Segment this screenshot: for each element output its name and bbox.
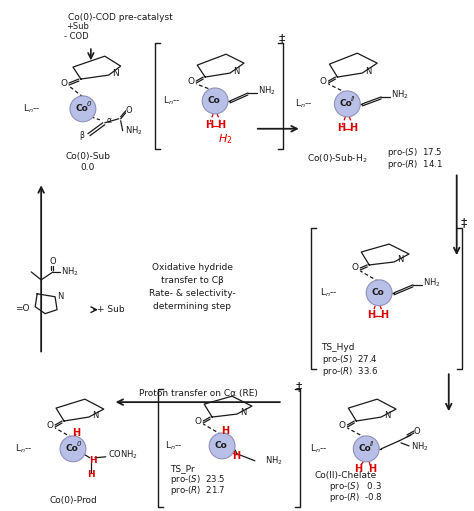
Text: α: α <box>106 117 111 125</box>
Text: H: H <box>89 456 97 466</box>
Text: O: O <box>414 428 420 436</box>
Text: Co: Co <box>75 104 88 113</box>
Text: pro-($R$)  -0.8: pro-($R$) -0.8 <box>329 491 383 504</box>
Text: O: O <box>61 79 67 87</box>
Text: 0: 0 <box>87 101 91 107</box>
Text: + Sub: + Sub <box>97 305 125 314</box>
Text: O: O <box>188 77 195 85</box>
Text: Co(0)-Sub-H$_2$: Co(0)-Sub-H$_2$ <box>307 152 367 165</box>
Text: H: H <box>380 310 388 320</box>
Text: O: O <box>320 77 327 85</box>
Circle shape <box>70 96 96 122</box>
Text: ‡: ‡ <box>461 216 467 229</box>
Text: L$_n$--: L$_n$-- <box>295 98 312 110</box>
Text: pro-($R$)  14.1: pro-($R$) 14.1 <box>387 158 443 171</box>
Text: Co(0)-COD pre-catalyst: Co(0)-COD pre-catalyst <box>68 13 173 22</box>
Circle shape <box>353 436 379 462</box>
Text: O: O <box>339 421 346 430</box>
Text: O: O <box>50 258 56 266</box>
Text: 0.0: 0.0 <box>81 163 95 172</box>
Text: H: H <box>349 123 357 133</box>
Text: pro-($R$)  21.7: pro-($R$) 21.7 <box>170 484 226 497</box>
Text: II: II <box>370 441 374 447</box>
Text: ‡: ‡ <box>296 380 302 393</box>
Text: L$_n$--: L$_n$-- <box>310 443 327 455</box>
Circle shape <box>335 91 360 117</box>
Text: H$_2$: H$_2$ <box>218 132 232 146</box>
Text: CONH$_2$: CONH$_2$ <box>108 449 138 461</box>
Circle shape <box>209 433 235 459</box>
Text: N: N <box>92 410 98 420</box>
Text: H: H <box>205 120 213 130</box>
Text: Oxidative hydride: Oxidative hydride <box>152 264 233 272</box>
Text: Co: Co <box>359 445 372 453</box>
Text: Co: Co <box>65 445 78 453</box>
Text: N: N <box>397 256 403 265</box>
Text: pro-($R$)  33.6: pro-($R$) 33.6 <box>321 365 378 378</box>
Text: Co(0)-Prod: Co(0)-Prod <box>49 496 97 505</box>
Text: Rate- & selectivity-: Rate- & selectivity- <box>149 289 236 298</box>
Text: L$_n$--: L$_n$-- <box>15 443 33 455</box>
Text: L$_n$--: L$_n$-- <box>165 439 183 452</box>
Text: transfer to Cβ: transfer to Cβ <box>161 276 224 285</box>
Text: O: O <box>352 264 359 272</box>
Text: Co: Co <box>208 97 220 105</box>
Text: Co: Co <box>372 288 384 297</box>
Text: pro-($S$)   0.3: pro-($S$) 0.3 <box>329 480 382 493</box>
Text: Proton transfer on Cα (RE): Proton transfer on Cα (RE) <box>139 389 258 398</box>
Text: H: H <box>367 310 375 320</box>
Text: NH$_2$: NH$_2$ <box>61 266 79 278</box>
Text: H: H <box>72 428 80 438</box>
Text: NH$_2$: NH$_2$ <box>423 276 440 289</box>
Text: N: N <box>233 66 239 76</box>
Circle shape <box>202 88 228 114</box>
Text: =O: =O <box>15 304 29 313</box>
Text: N: N <box>57 292 64 301</box>
Text: H: H <box>87 470 95 479</box>
Text: N: N <box>384 410 391 420</box>
Text: pro-($S$)  23.5: pro-($S$) 23.5 <box>170 473 226 486</box>
Text: NH$_2$: NH$_2$ <box>258 85 275 97</box>
Text: NH$_2$: NH$_2$ <box>265 455 283 467</box>
Text: N: N <box>365 66 372 76</box>
Text: pro-($S$)  17.5: pro-($S$) 17.5 <box>387 146 443 159</box>
Text: O: O <box>46 421 54 430</box>
Text: H: H <box>221 426 229 436</box>
Text: N: N <box>112 68 118 78</box>
Circle shape <box>366 280 392 306</box>
Text: Co(0)-Sub: Co(0)-Sub <box>65 152 110 161</box>
Text: L$_n$--: L$_n$-- <box>319 287 337 299</box>
Text: Co(II)-Chelate: Co(II)-Chelate <box>315 471 377 480</box>
Text: 0: 0 <box>77 441 81 447</box>
Text: H: H <box>337 123 346 133</box>
Text: H: H <box>217 120 225 130</box>
Text: +Sub: +Sub <box>66 22 89 31</box>
Text: β: β <box>80 131 84 140</box>
Text: determining step: determining step <box>153 302 231 311</box>
Text: Co: Co <box>340 100 353 108</box>
Text: TS_Pr: TS_Pr <box>170 464 195 473</box>
Text: L$_n$--: L$_n$-- <box>164 95 181 107</box>
Text: O: O <box>125 106 132 115</box>
Text: pro-($S$)  27.4: pro-($S$) 27.4 <box>321 353 377 366</box>
Text: H: H <box>232 451 240 461</box>
Circle shape <box>60 436 86 462</box>
Text: L$_n$--: L$_n$-- <box>23 103 41 115</box>
Text: N: N <box>240 408 246 416</box>
Text: O: O <box>195 416 202 426</box>
Text: H: H <box>354 464 362 474</box>
Text: - COD: - COD <box>64 32 89 41</box>
Text: NH$_2$: NH$_2$ <box>391 89 409 101</box>
Text: NH$_2$: NH$_2$ <box>125 125 142 137</box>
Text: Co: Co <box>215 442 228 450</box>
Text: ‡: ‡ <box>279 32 285 45</box>
Text: II: II <box>351 96 356 102</box>
Text: H: H <box>368 464 376 474</box>
Text: TS_Hyd: TS_Hyd <box>321 343 355 352</box>
Text: NH$_2$: NH$_2$ <box>411 440 428 453</box>
